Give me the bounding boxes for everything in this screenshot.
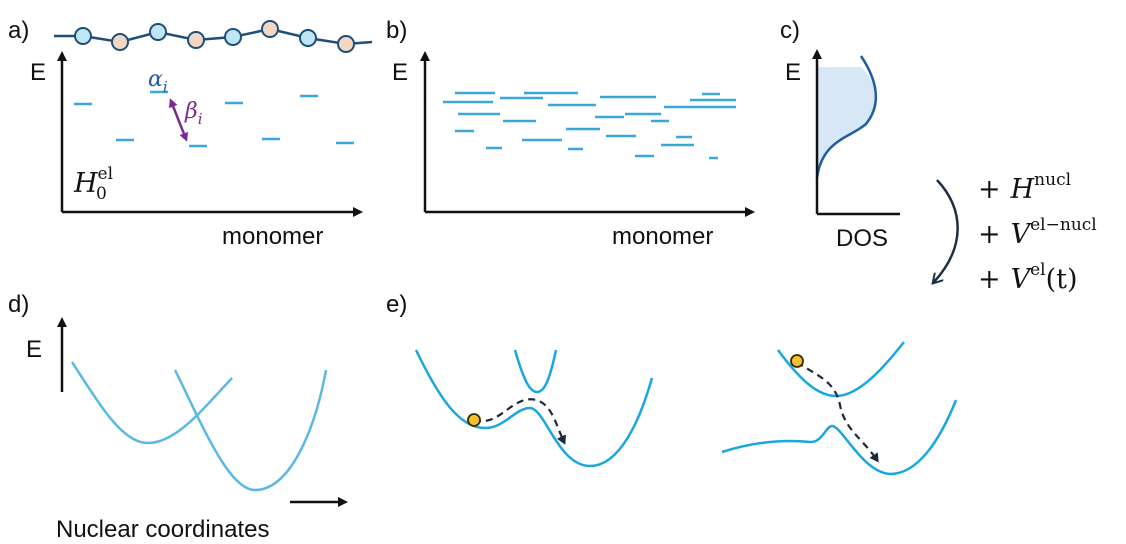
panel-b-x-label: monomer xyxy=(612,223,713,250)
panel-a-tag: a) xyxy=(8,17,29,44)
dos-fill xyxy=(817,67,876,178)
lower-double-well-right xyxy=(721,399,958,476)
trajectory-left xyxy=(473,398,566,445)
upper-surface-right xyxy=(776,341,905,398)
panel-d-y-label: E xyxy=(26,336,42,363)
panel-b-y-label: E xyxy=(392,59,408,86)
potential-surface-right xyxy=(173,369,328,492)
upper-surface-left xyxy=(513,349,558,394)
alpha-label: αi xyxy=(148,67,168,96)
polymer-chain xyxy=(54,27,373,46)
monomer-bead xyxy=(149,23,167,41)
term-v-el-t: + Vel(t) xyxy=(978,260,1078,295)
site-energy-levels xyxy=(74,90,354,148)
monomer-bead xyxy=(299,29,317,47)
panel-c: c) E DOS xyxy=(780,17,900,252)
monomer-bead xyxy=(224,28,242,46)
monomer-bead xyxy=(261,20,279,38)
dos-curve xyxy=(815,55,878,179)
monomer-bead xyxy=(187,31,205,49)
monomer-bead xyxy=(111,33,129,51)
hamiltonian-label: Hel 0 xyxy=(73,164,113,204)
panel-a: a) E monomer αi xyxy=(8,17,373,250)
panel-b: b) E monomer xyxy=(386,17,755,250)
panel-c-x-label: DOS xyxy=(836,225,888,252)
disordered-energy-levels xyxy=(443,91,736,160)
panel-d-x-label: Nuclear coordinates xyxy=(56,516,269,543)
monomer-beads xyxy=(74,20,355,53)
curved-arrow xyxy=(934,179,959,282)
trajectory-right xyxy=(796,361,879,463)
potential-surface-left xyxy=(70,361,233,445)
panel-e-tag: e) xyxy=(386,291,407,318)
panel-d: d) E Nuclear coordinates xyxy=(8,291,348,543)
panel-e: e) xyxy=(386,291,958,476)
wavepacket-ball-right xyxy=(790,354,804,368)
panel-b-tag: b) xyxy=(386,17,407,44)
term-h-nucl: + Hnucl xyxy=(978,170,1071,205)
monomer-bead xyxy=(337,35,355,53)
added-terms: + Hnucl + Vel−nucl + Vel(t) xyxy=(934,170,1097,295)
term-v-el-nucl: + Vel−nucl xyxy=(978,215,1097,250)
panel-a-x-label: monomer xyxy=(222,223,323,250)
lower-double-well-left xyxy=(414,349,654,468)
panel-d-tag: d) xyxy=(8,291,29,318)
panel-c-tag: c) xyxy=(780,17,800,44)
beta-label: βi xyxy=(184,99,203,128)
panel-c-y-label: E xyxy=(785,59,801,86)
panel-a-y-label: E xyxy=(30,59,46,86)
monomer-bead xyxy=(74,27,92,45)
coupling-arrow xyxy=(169,98,188,142)
wavepacket-ball-left xyxy=(467,413,481,427)
